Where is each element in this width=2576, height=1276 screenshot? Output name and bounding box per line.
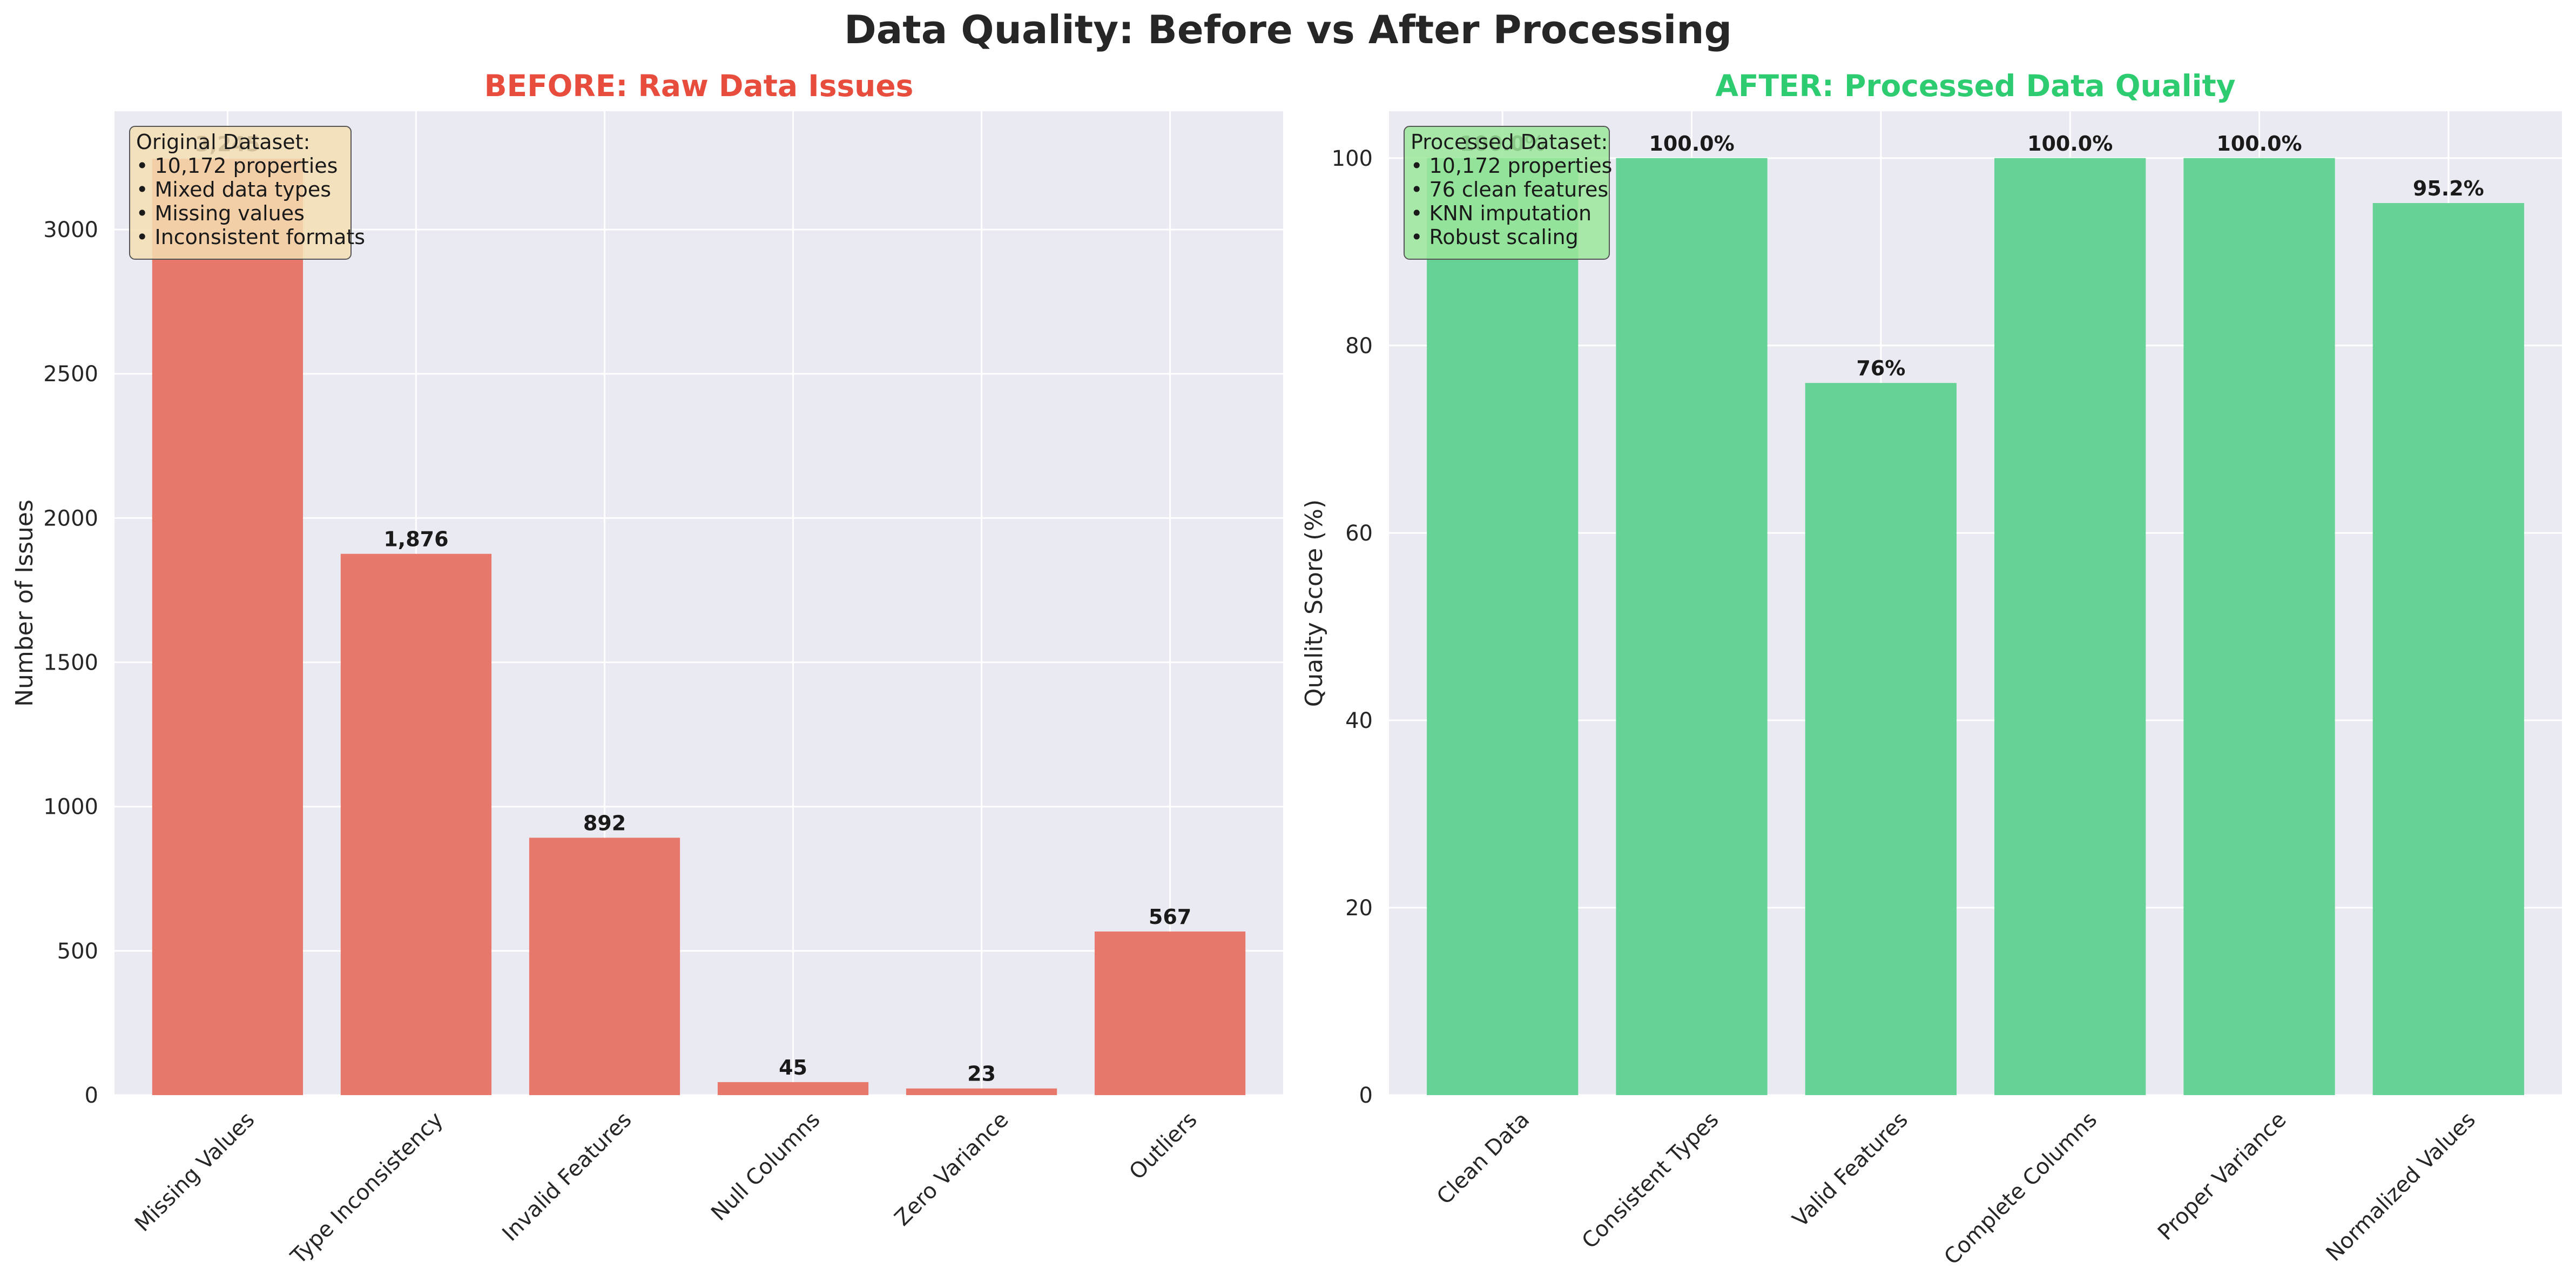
before-ylabel: Number of Issues xyxy=(11,499,38,707)
before-bar xyxy=(906,1088,1057,1095)
after-bar xyxy=(1805,383,1957,1096)
after-annotation-line: Processed Dataset: xyxy=(1411,130,1608,154)
after-xtick-label: Clean Data xyxy=(1432,1108,1534,1210)
before-annotation-line: • 10,172 properties xyxy=(136,154,338,178)
before-bar xyxy=(340,553,492,1095)
before-panel: 0500100015002000250030003,245Missing Val… xyxy=(11,69,1283,1270)
after-xtick-label: Normalized Values xyxy=(2322,1108,2480,1266)
after-ytick-label: 0 xyxy=(1359,1083,1373,1108)
before-bar-value-label: 567 xyxy=(1149,905,1191,929)
before-xtick-label: Zero Variance xyxy=(890,1108,1014,1231)
after-annotation-line: • Robust scaling xyxy=(1411,225,1579,249)
after-ytick-label: 60 xyxy=(1345,521,1373,546)
figure-title: Data Quality: Before vs After Processing xyxy=(844,7,1732,52)
before-ytick-label: 3000 xyxy=(43,218,98,242)
after-bar xyxy=(1427,158,1579,1095)
before-ytick-label: 0 xyxy=(85,1083,98,1108)
after-annotation-line: • 10,172 properties xyxy=(1411,154,1612,178)
after-xtick-label: Complete Columns xyxy=(1939,1108,2102,1270)
after-ytick-label: 40 xyxy=(1345,708,1373,733)
before-bar-value-label: 45 xyxy=(779,1056,807,1079)
before-bar-value-label: 892 xyxy=(583,811,626,835)
after-bar-value-label: 95.2% xyxy=(2413,177,2484,200)
after-ytick-label: 80 xyxy=(1345,334,1373,359)
after-plot-area xyxy=(1389,111,2562,1095)
before-xtick-label: Null Columns xyxy=(706,1108,825,1226)
after-ylabel: Quality Score (%) xyxy=(1300,499,1328,707)
before-annotation-line: • Inconsistent formats xyxy=(136,225,365,249)
before-bar xyxy=(1094,931,1246,1095)
after-bar xyxy=(1994,158,2146,1095)
before-annotation-line: • Mixed data types xyxy=(136,178,331,201)
before-ytick-label: 1500 xyxy=(43,651,98,676)
after-bar xyxy=(1616,158,1768,1095)
after-xtick-label: Proper Variance xyxy=(2153,1108,2291,1246)
after-annotation-box xyxy=(1404,126,1610,260)
before-ytick-label: 1000 xyxy=(43,795,98,820)
before-xtick-label: Invalid Features xyxy=(497,1108,636,1246)
before-ytick-label: 500 xyxy=(57,939,98,964)
before-panel-title: BEFORE: Raw Data Issues xyxy=(484,69,914,103)
before-ytick-label: 2500 xyxy=(43,362,98,387)
before-bar xyxy=(152,159,304,1096)
after-annotation-line: • 76 clean features xyxy=(1411,178,1608,201)
after-xtick-label: Valid Features xyxy=(1788,1108,1913,1232)
after-ytick-label: 100 xyxy=(1332,146,1373,171)
before-bar-value-label: 23 xyxy=(967,1062,996,1086)
before-xtick-label: Type Inconsistency xyxy=(286,1108,448,1270)
before-ytick-label: 2000 xyxy=(43,506,98,531)
after-bar xyxy=(2183,158,2335,1095)
before-bar xyxy=(529,838,680,1095)
after-bar-value-label: 100.0% xyxy=(2216,132,2302,156)
before-bar-value-label: 1,876 xyxy=(383,528,448,551)
after-xtick-label: Consistent Types xyxy=(1577,1108,1724,1254)
before-annotation-line: Original Dataset: xyxy=(136,130,310,154)
after-bar xyxy=(2372,203,2524,1095)
before-xtick-label: Missing Values xyxy=(130,1108,259,1237)
after-bar-value-label: 100.0% xyxy=(1649,132,1734,156)
before-bar xyxy=(717,1082,869,1095)
after-ytick-label: 20 xyxy=(1345,896,1373,921)
after-panel: 0 20 40 60 80 100 100.0% Clean Data 100.0% Consis… xyxy=(1300,69,2562,1270)
before-annotation-box xyxy=(129,126,352,260)
after-annotation-line: • KNN imputation xyxy=(1411,201,1592,225)
before-plot-area xyxy=(114,111,1283,1095)
after-bar-value-label: 100.0% xyxy=(2027,132,2113,156)
before-annotation-line: • Missing values xyxy=(136,201,305,225)
after-panel-title: AFTER: Processed Data Quality xyxy=(1715,69,2235,103)
after-bar-value-label: 76% xyxy=(1856,356,1905,380)
before-xtick-label: Outliers xyxy=(1124,1108,1202,1185)
